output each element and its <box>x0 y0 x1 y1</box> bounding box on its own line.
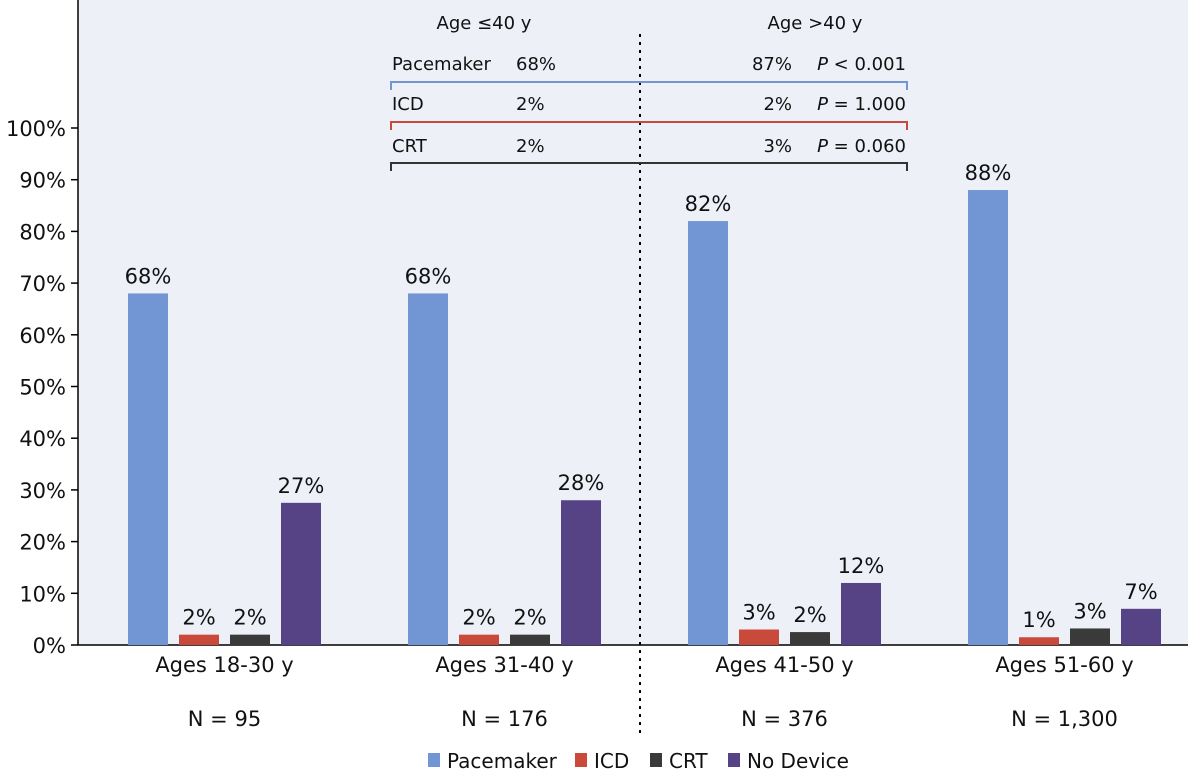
p-symbol: P <box>817 136 834 157</box>
group-right-heading: Age >40 y <box>768 13 863 34</box>
legend-swatch <box>428 753 440 767</box>
data-label: 68% <box>405 264 452 288</box>
bar <box>1070 628 1110 645</box>
bar <box>841 582 881 645</box>
x-tick-label: Ages 41-50 y <box>715 653 853 677</box>
data-label: 3% <box>1073 599 1106 623</box>
p-value-text: = 0.060 <box>834 136 906 157</box>
bar <box>739 629 779 645</box>
comparison-right-value: 2% <box>763 94 792 115</box>
y-tick-label: 10% <box>19 582 66 606</box>
bar <box>179 634 219 645</box>
sample-size-label: N = 1,300 <box>1011 707 1118 731</box>
comparison-p-value: P = 1.000 <box>817 94 906 115</box>
comparison-bracket <box>390 81 908 90</box>
bar <box>459 634 499 645</box>
y-tick-label: 50% <box>19 376 66 400</box>
legend-label: ICD <box>594 749 629 773</box>
comparison-row-name: CRT <box>392 136 428 157</box>
bar <box>688 221 728 645</box>
comparison-row-name: ICD <box>392 94 424 115</box>
bar <box>408 293 448 645</box>
comparison-left-value: 2% <box>516 136 545 157</box>
data-label: 7% <box>1124 580 1157 604</box>
plot-background <box>78 0 1188 645</box>
data-label: 28% <box>558 471 605 495</box>
data-label: 1% <box>1022 608 1055 632</box>
p-symbol: P <box>817 94 834 115</box>
data-label: 82% <box>685 192 732 216</box>
p-value-text: = 1.000 <box>834 94 906 115</box>
y-tick-label: 0% <box>33 634 66 658</box>
data-label: 88% <box>965 161 1012 185</box>
bar <box>1019 637 1059 645</box>
y-tick-label: 70% <box>19 272 66 296</box>
bar <box>510 634 550 645</box>
legend-label: Pacemaker <box>447 749 558 773</box>
y-tick-label: 80% <box>19 220 66 244</box>
data-label: 2% <box>462 606 495 630</box>
bar <box>281 502 321 645</box>
bar <box>1121 608 1161 645</box>
p-symbol: P <box>817 54 834 75</box>
bar <box>968 190 1008 646</box>
bar <box>790 632 830 645</box>
comparison-row-name: Pacemaker <box>392 54 491 75</box>
comparison-bracket <box>390 121 908 130</box>
data-label: 12% <box>838 554 885 578</box>
sample-size-label: N = 176 <box>461 707 548 731</box>
data-label: 2% <box>233 606 266 630</box>
comparison-right-value: 3% <box>763 136 792 157</box>
bar <box>561 500 601 645</box>
legend-swatch <box>728 753 740 767</box>
legend-swatch <box>575 753 587 767</box>
x-tick-label: Ages 51-60 y <box>995 653 1133 677</box>
x-tick-label: Ages 31-40 y <box>435 653 573 677</box>
sample-size-label: N = 95 <box>188 707 261 731</box>
bar <box>128 293 168 645</box>
y-tick-label: 40% <box>19 427 66 451</box>
y-tick-label: 100% <box>6 117 66 141</box>
comparison-p-value: P = 0.060 <box>817 136 906 157</box>
comparison-p-value: P < 0.001 <box>817 54 906 75</box>
data-label: 68% <box>125 264 172 288</box>
data-label: 3% <box>742 600 775 624</box>
group-left-heading: Age ≤40 y <box>437 13 532 34</box>
data-label: 2% <box>182 606 215 630</box>
y-tick-label: 90% <box>19 169 66 193</box>
p-value-text: < 0.001 <box>834 54 906 75</box>
comparison-right-value: 87% <box>752 54 792 75</box>
y-tick-label: 60% <box>19 324 66 348</box>
data-label: 27% <box>278 474 325 498</box>
legend-swatch <box>650 753 662 767</box>
data-label: 2% <box>793 603 826 627</box>
bar <box>230 634 270 645</box>
y-tick-label: 30% <box>19 479 66 503</box>
data-label: 2% <box>513 606 546 630</box>
legend-label: CRT <box>669 749 708 773</box>
legend-label: No Device <box>747 749 849 773</box>
comparison-left-value: 2% <box>516 94 545 115</box>
y-tick-label: 20% <box>19 531 66 555</box>
comparison-bracket <box>390 162 908 171</box>
comparison-left-value: 68% <box>516 54 556 75</box>
sample-size-label: N = 376 <box>741 707 828 731</box>
x-tick-label: Ages 18-30 y <box>155 653 293 677</box>
